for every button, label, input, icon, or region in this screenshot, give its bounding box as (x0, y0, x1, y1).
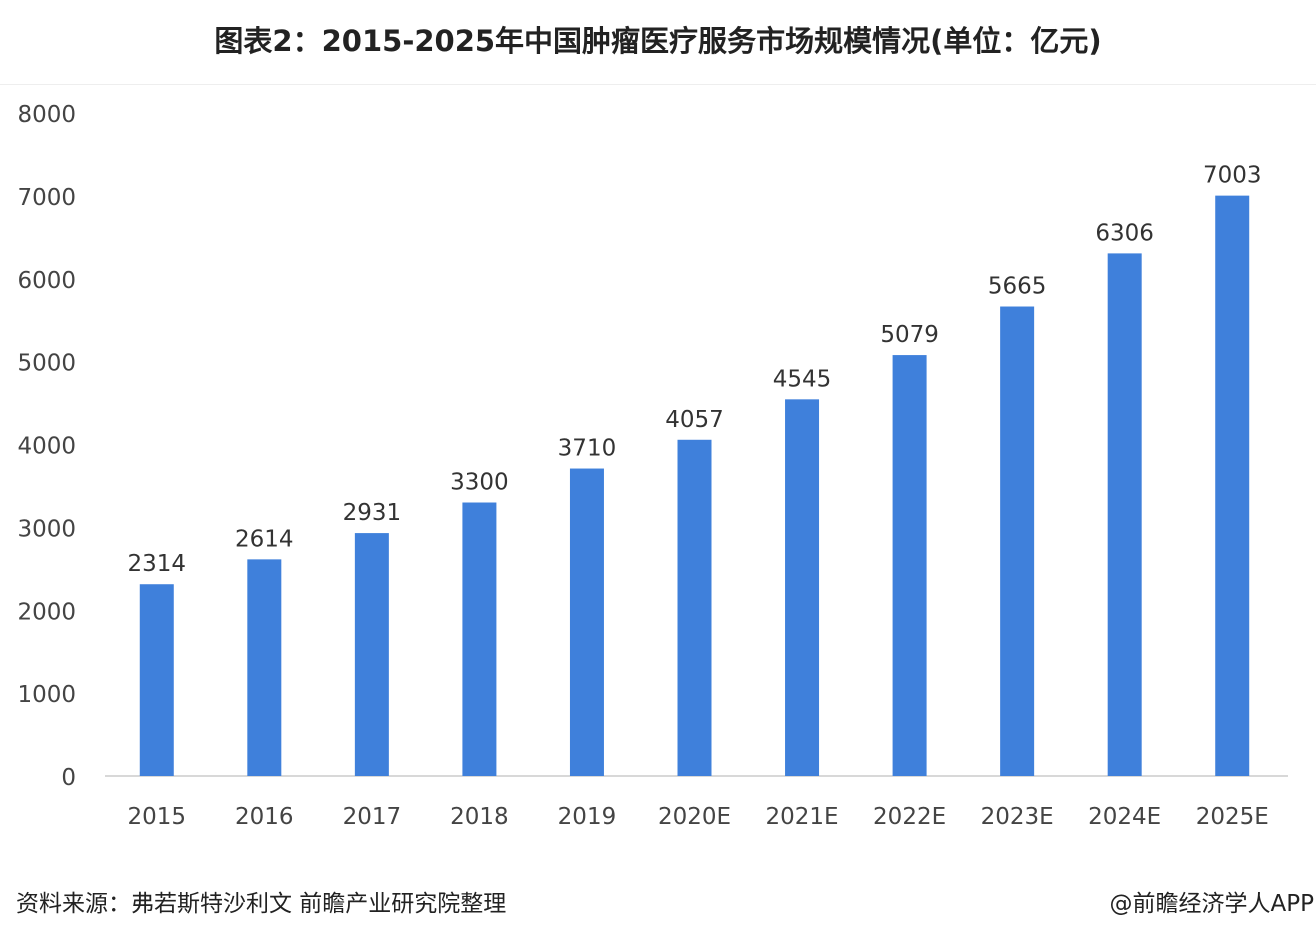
y-tick-label: 7000 (17, 185, 76, 211)
x-tick-label: 2015 (127, 804, 186, 830)
y-tick-label: 6000 (17, 268, 76, 294)
x-tick-label: 2020E (658, 804, 731, 830)
title-divider (0, 84, 1316, 85)
x-tick-label: 2016 (235, 804, 294, 830)
bar-2020E (677, 439, 712, 776)
data-label-2015: 2314 (127, 551, 186, 577)
data-label-2025E: 7003 (1203, 163, 1262, 189)
y-tick-label: 5000 (17, 351, 76, 377)
x-tick-label: 2017 (343, 804, 402, 830)
credit-note: @前瞻经济学人APP (1109, 891, 1314, 917)
y-tick-label: 2000 (17, 599, 76, 625)
data-label-2017: 2931 (343, 500, 402, 526)
y-tick-label: 4000 (17, 434, 76, 460)
data-label-2018: 3300 (450, 470, 509, 496)
bar-2018 (462, 502, 497, 776)
data-label-2022E: 5079 (880, 322, 939, 348)
data-label-2024E: 6306 (1095, 220, 1154, 246)
x-tick-label: 2021E (766, 804, 839, 830)
bar-2021E (785, 399, 820, 776)
bar-2015 (139, 584, 174, 776)
bar-2019 (569, 468, 604, 776)
bar-2022E (892, 355, 927, 776)
data-label-2019: 3710 (558, 436, 617, 462)
chart-title: 图表2：2015-2025年中国肿瘤医疗服务市场规模情况(单位：亿元) (214, 24, 1102, 58)
data-label-2020E: 4057 (665, 407, 724, 433)
bar-2017 (354, 533, 389, 776)
bar-2025E (1215, 195, 1250, 777)
y-tick-label: 3000 (17, 516, 76, 542)
bar-chart: 0 1000 2000 3000 4000 5000 6000 7000 8000 2314 201… (17, 102, 1288, 830)
y-tick-label: 0 (61, 765, 76, 791)
data-label-2021E: 4545 (773, 366, 832, 392)
x-tick-label: 2023E (981, 804, 1054, 830)
x-tick-label: 2018 (450, 804, 509, 830)
bar-2024E (1107, 253, 1142, 776)
bar-2016 (247, 559, 282, 776)
x-tick-label: 2022E (873, 804, 946, 830)
x-tick-label: 2025E (1196, 804, 1269, 830)
x-tick-label: 2024E (1088, 804, 1161, 830)
y-tick-label: 8000 (17, 102, 76, 128)
data-label-2023E: 5665 (988, 274, 1047, 300)
x-tick-label: 2019 (558, 804, 617, 830)
data-label-2016: 2614 (235, 526, 294, 552)
source-note: 资料来源：弗若斯特沙利文 前瞻产业研究院整理 (16, 891, 507, 917)
y-tick-label: 1000 (17, 682, 76, 708)
bar-2023E (1000, 306, 1035, 776)
